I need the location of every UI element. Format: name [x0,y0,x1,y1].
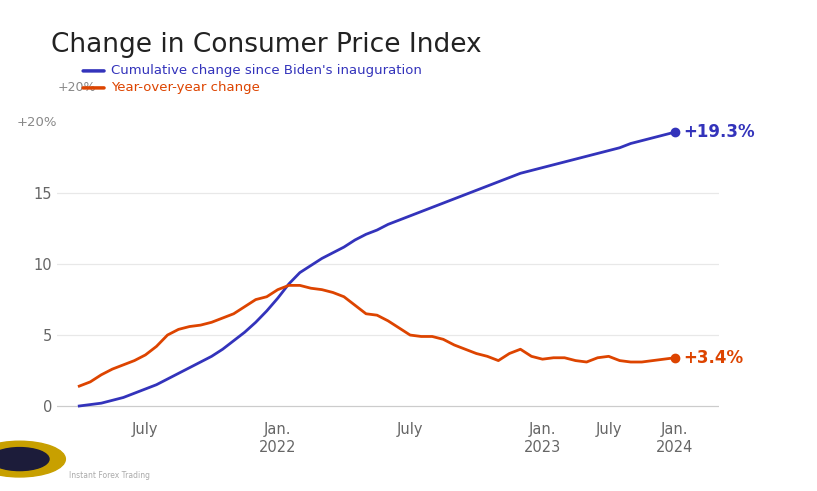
Circle shape [0,448,49,470]
Text: +20%: +20% [16,116,57,129]
Text: Instant Forex Trading: Instant Forex Trading [69,470,150,480]
Text: Year-over-year change: Year-over-year change [111,82,261,94]
Text: Change in Consumer Price Index: Change in Consumer Price Index [51,32,481,58]
Text: +20%: +20% [57,82,96,94]
Circle shape [0,441,65,477]
Text: +3.4%: +3.4% [684,349,743,367]
Text: instaforex: instaforex [69,443,136,456]
Text: Cumulative change since Biden's inauguration: Cumulative change since Biden's inaugura… [111,64,422,78]
Text: +19.3%: +19.3% [684,123,755,141]
